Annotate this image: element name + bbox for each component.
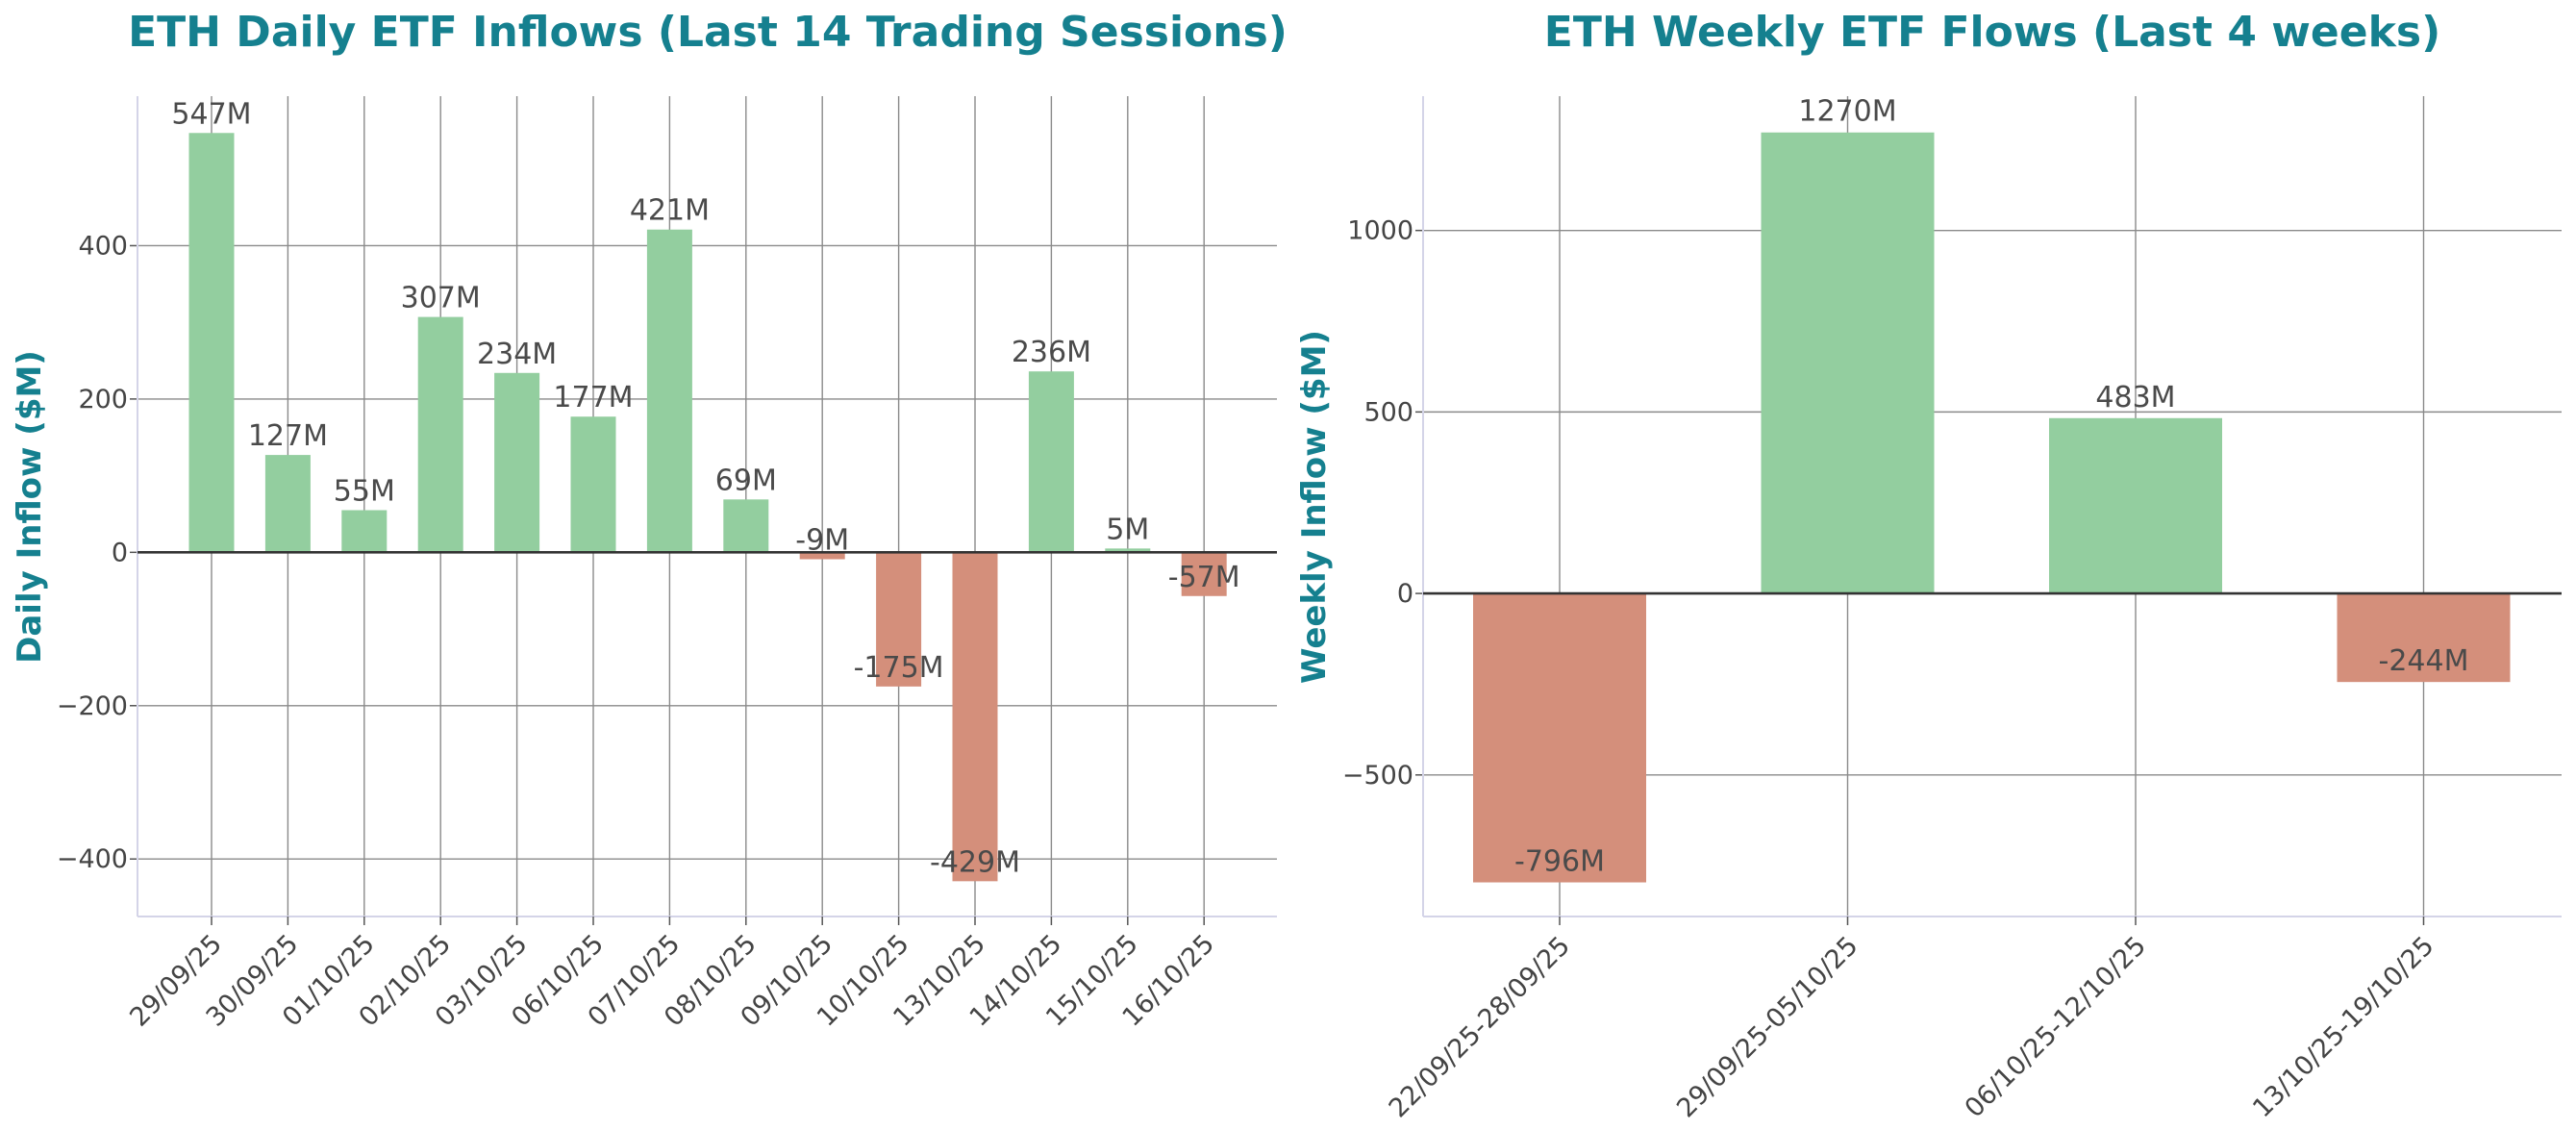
x-tick-label: 29/09/25-05/10/25 [1671, 931, 1863, 1123]
bar [188, 133, 235, 553]
bar-value-label: -796M [1514, 845, 1605, 879]
bar-value-label: 5M [1106, 513, 1149, 546]
y-axis-label: Daily Inflow ($M) [11, 350, 49, 664]
bar-value-label: 177M [553, 381, 633, 414]
bar [876, 552, 922, 687]
bar-value-label: -175M [854, 651, 944, 685]
bar-value-label: -9M [795, 524, 849, 558]
bar-value-label: 547M [171, 97, 251, 131]
bar [723, 499, 769, 553]
bar-value-label: 421M [630, 194, 710, 228]
bar [1761, 132, 1935, 594]
bar [1181, 552, 1227, 596]
x-tick-label: 06/10/25-12/10/25 [1960, 931, 2152, 1123]
bar [1105, 548, 1151, 553]
bar [799, 552, 845, 560]
bar-value-label: 483M [2095, 381, 2175, 414]
bar [952, 552, 998, 882]
bar [2049, 417, 2222, 594]
x-tick-label: 13/10/25-19/10/25 [2247, 931, 2439, 1123]
bar [417, 316, 463, 553]
bar [2337, 593, 2511, 683]
bar-value-label: 127M [248, 419, 328, 453]
y-tick-label: −500 [1342, 761, 1413, 791]
bar-value-label: -57M [1168, 561, 1240, 594]
weekly-flows-chart: ETH Weekly ETF Flows (Last 4 weeks) Weekl… [1295, 8, 2562, 1123]
bar [341, 510, 388, 553]
chart-title: ETH Daily ETF Inflows (Last 14 Trading S… [128, 8, 1288, 57]
y-tick-label: 200 [78, 385, 128, 414]
bar-value-label: -244M [2379, 644, 2469, 678]
bar-value-label: -429M [930, 845, 1020, 879]
y-tick-label: −200 [57, 691, 128, 721]
y-tick-label: 0 [1397, 579, 1413, 609]
bar [494, 372, 540, 553]
bar [264, 455, 311, 553]
bar [570, 416, 616, 553]
bar-value-label: 307M [401, 282, 481, 315]
bar [1473, 593, 1646, 883]
y-tick-label: 500 [1363, 397, 1413, 427]
y-tick-label: −400 [57, 844, 128, 874]
chart-title: ETH Weekly ETF Flows (Last 4 weeks) [1544, 8, 2440, 57]
y-tick-label: 1000 [1347, 216, 1413, 246]
bar-value-label: 1270M [1798, 95, 1896, 129]
bar-value-label: 236M [1012, 336, 1091, 369]
daily-inflows-chart: ETH Daily ETF Inflows (Last 14 Trading S… [11, 8, 1288, 1033]
bar [646, 229, 692, 553]
bar-value-label: 234M [477, 338, 557, 371]
x-tick-label: 22/09/25-28/09/25 [1384, 931, 1576, 1123]
y-axis-label: Weekly Inflow ($M) [1295, 330, 1334, 684]
y-tick-label: 0 [112, 538, 128, 567]
y-tick-label: 400 [78, 231, 128, 261]
bar [1028, 371, 1074, 553]
bar-value-label: 69M [715, 464, 777, 497]
bar-value-label: 55M [334, 474, 395, 508]
